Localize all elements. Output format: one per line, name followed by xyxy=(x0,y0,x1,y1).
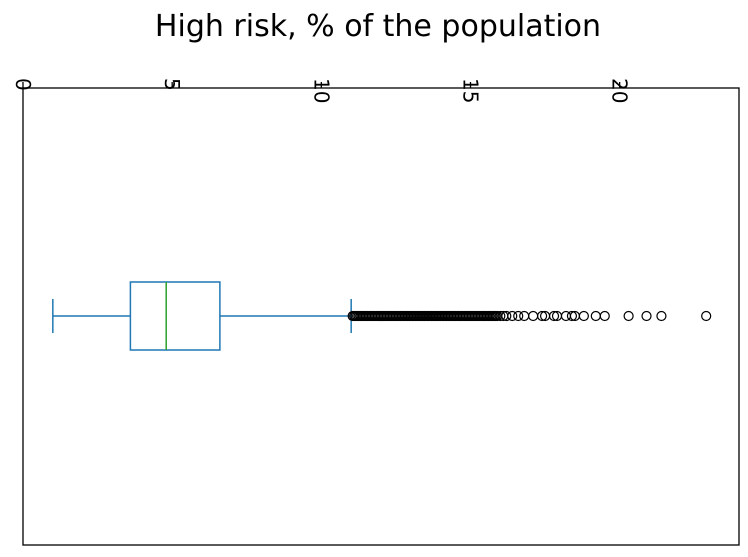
outlier-point xyxy=(501,310,512,322)
outlier-point xyxy=(513,310,524,322)
chart-title: High risk, % of the population xyxy=(155,9,601,44)
x-tick-label: 10 xyxy=(309,78,333,103)
outlier-point xyxy=(495,310,506,322)
outlier-point xyxy=(701,310,712,322)
x-tick-label: 15 xyxy=(459,78,483,103)
x-tick-label: 20 xyxy=(608,78,632,103)
outlier-point xyxy=(548,310,560,322)
outlier-point xyxy=(578,310,589,322)
outlier-point xyxy=(528,310,539,322)
outlier-point xyxy=(623,310,634,322)
outlier-point xyxy=(536,310,548,322)
iqr-box xyxy=(129,281,221,351)
outliers xyxy=(347,310,712,322)
plot-frame xyxy=(22,87,740,546)
boxplot xyxy=(52,281,352,351)
outlier-point xyxy=(599,310,610,322)
outlier-point xyxy=(656,310,667,322)
outlier-point xyxy=(507,310,518,322)
outlier-point xyxy=(566,310,578,322)
outlier-point xyxy=(519,310,530,322)
x-tick-label: 0 xyxy=(11,78,35,91)
outlier-point xyxy=(641,310,652,322)
value-axis: 0 5 10 15 20 xyxy=(11,78,632,103)
outlier-point xyxy=(590,310,601,322)
x-tick-label: 5 xyxy=(160,78,184,91)
